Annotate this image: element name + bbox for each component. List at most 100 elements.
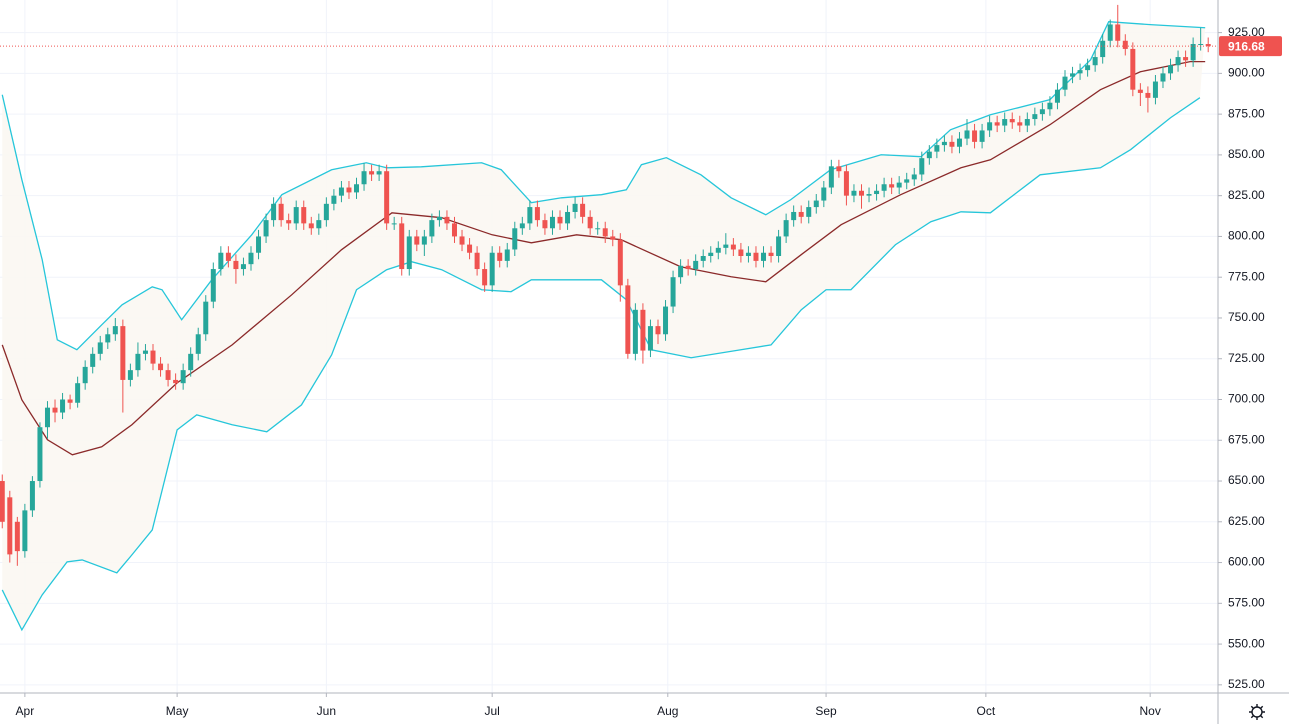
candle-body	[1152, 81, 1158, 98]
candle-body	[14, 521, 20, 552]
candle-body	[376, 171, 382, 175]
candle-body	[112, 326, 118, 335]
candle-body	[1070, 73, 1076, 77]
candle-body	[286, 220, 292, 224]
x-tick-label: May	[166, 704, 189, 718]
candle-body	[406, 236, 412, 270]
candle-body	[685, 265, 691, 270]
y-tick-label: 925.00	[1228, 25, 1265, 39]
y-tick-label: 675.00	[1228, 432, 1265, 446]
candle-body	[761, 252, 767, 261]
candle-body	[29, 481, 35, 511]
candle-body	[919, 158, 925, 175]
x-tick-label: Oct	[977, 704, 996, 718]
candle-body	[926, 151, 932, 159]
band-line	[1, 60, 1206, 456]
x-tick-label: Apr	[16, 704, 35, 718]
candle-body	[22, 510, 28, 552]
y-tick-label: 700.00	[1228, 392, 1265, 406]
candle-body	[331, 195, 337, 204]
candle-body	[1032, 114, 1038, 120]
candle-body	[293, 207, 299, 224]
candle-body	[180, 370, 186, 384]
candle-body	[188, 353, 194, 371]
candle-body	[987, 122, 993, 131]
candle-body	[745, 252, 751, 257]
candle-body	[1107, 24, 1113, 41]
candle-body	[451, 223, 457, 237]
candle-body	[519, 223, 525, 229]
candle-body	[655, 326, 661, 335]
candle-body	[1183, 57, 1189, 61]
candle-body	[436, 216, 442, 221]
candle-body	[316, 220, 322, 229]
band-line	[1, 97, 1201, 632]
candle-body	[753, 252, 759, 261]
y-tick-label: 575.00	[1228, 595, 1265, 609]
candle-body	[504, 249, 510, 261]
candle-body	[1130, 48, 1136, 90]
y-tick-label: 550.00	[1228, 636, 1265, 650]
candle-body	[979, 130, 985, 142]
candle-body	[708, 252, 714, 257]
candle-body	[964, 130, 970, 139]
candle-body	[1198, 44, 1204, 46]
candle-body	[836, 166, 842, 172]
candle-body	[738, 249, 744, 257]
x-tick-label: Jun	[317, 704, 336, 718]
candle-body	[142, 350, 148, 354]
candle-body	[429, 220, 435, 237]
candle-body	[527, 207, 533, 224]
candle-body	[678, 265, 684, 278]
candle-body	[444, 216, 450, 224]
candle-body	[120, 326, 126, 380]
candle-body	[1062, 76, 1068, 90]
candle-body	[715, 247, 721, 253]
candle-body	[542, 220, 548, 229]
candle-body	[1054, 89, 1060, 103]
candle-body	[813, 200, 819, 208]
candle-body	[127, 370, 133, 380]
candle-body	[949, 141, 955, 147]
candle-body	[203, 301, 209, 335]
candle-body	[7, 497, 13, 555]
candle-body	[1009, 119, 1015, 123]
candle-body	[580, 203, 586, 217]
candle-body	[791, 211, 797, 221]
candle-body	[549, 216, 555, 229]
candle-body	[934, 145, 940, 152]
candle-body	[52, 407, 58, 413]
last-price-box	[1219, 36, 1282, 57]
y-tick-label: 600.00	[1228, 555, 1265, 569]
candle-body	[150, 350, 156, 364]
candle-body	[195, 334, 201, 354]
candle-body	[391, 223, 397, 225]
candle-body	[1002, 119, 1008, 126]
y-tick-label: 750.00	[1228, 310, 1265, 324]
candle-body	[1024, 119, 1030, 126]
candle-body	[82, 366, 88, 384]
candle-body	[723, 244, 729, 248]
candle-body	[663, 306, 669, 335]
candle-body	[565, 211, 571, 224]
candle-body	[75, 383, 81, 403]
candle-body	[851, 190, 857, 196]
candle-body	[399, 223, 405, 270]
candle-body	[610, 236, 616, 240]
candle-body	[904, 179, 910, 183]
candle-body	[482, 269, 488, 286]
y-tick-label: 525.00	[1228, 677, 1265, 691]
candle-body	[1085, 65, 1091, 71]
candle-body	[1017, 122, 1023, 126]
candle-body	[783, 220, 789, 237]
candle-body	[602, 228, 608, 237]
candle-body	[828, 166, 834, 188]
x-tick-label: Sep	[815, 704, 837, 718]
candle-body	[595, 228, 601, 230]
candle-body	[467, 244, 473, 253]
settings-icon[interactable]	[1249, 704, 1265, 720]
y-tick-label: 850.00	[1228, 147, 1265, 161]
candle-body	[278, 203, 284, 221]
